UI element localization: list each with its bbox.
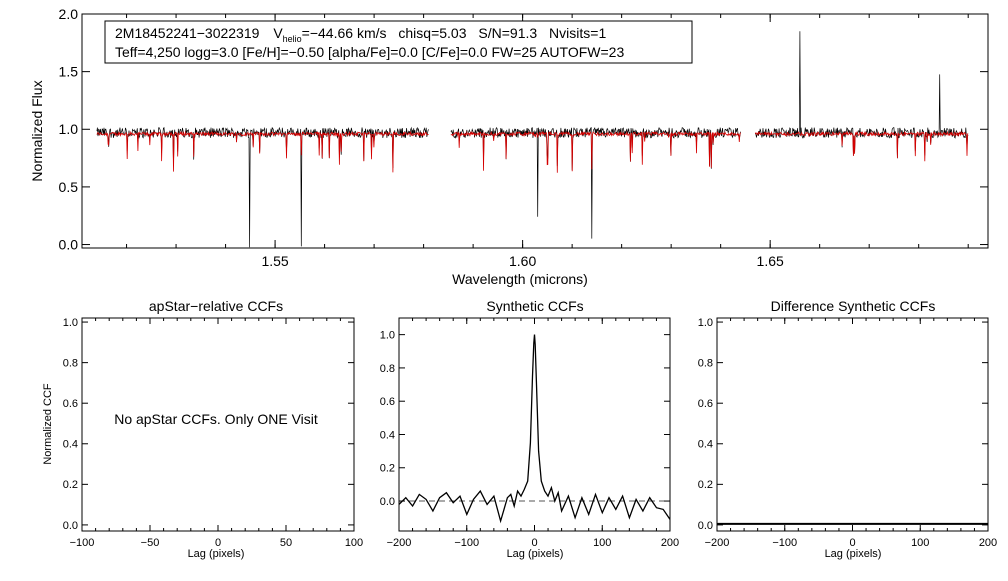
x-tick-label: 200 (661, 537, 679, 549)
y-tick-label: 0.0 (63, 520, 78, 532)
synthetic-y-ticks: 0.0 0.2 0.4 0.6 0.8 1.0 (380, 329, 670, 508)
apstar-x-axis-label: Lag (pixels) (188, 548, 245, 560)
y-tick-label: 0.0 (380, 496, 395, 508)
x-tick-label: −200 (705, 537, 730, 549)
x-tick-label: −200 (387, 537, 412, 549)
x-tick-label: −100 (454, 537, 479, 549)
ccf-y-axis-label: Normalized CCF (42, 383, 54, 465)
difference-plot-frame (716, 317, 989, 532)
y-tick-label: 0.2 (698, 479, 713, 491)
annotation-line-1: 2M18452241−3022319 Vhelio=−44.66 km/s ch… (115, 25, 606, 44)
spectrum-plot-frame (81, 13, 989, 249)
spectrum-panel: 1.55 1.60 1.65 0.0 0.5 1.0 1.5 2.0 Wavelength … (29, 6, 989, 287)
apstar-y-ticks: 0.0 0.2 0.4 0.6 0.8 1.0 (63, 317, 354, 532)
annotation-line-2: Teff=4,250 logg=3.0 [Fe/H]=−0.50 [alpha/… (115, 44, 624, 60)
observed-spectrum-series (96, 31, 969, 248)
observed-spectrum-chip-line (96, 126, 429, 248)
y-tick-label: 0.8 (380, 363, 395, 375)
y-tick-label: 1.0 (59, 121, 79, 137)
y-tick-label: 2.0 (59, 6, 79, 22)
x-tick-label: 100 (911, 537, 929, 549)
synthetic-x-ticks: −200 −100 0 100 200 (387, 318, 679, 549)
x-tick-label: 200 (979, 537, 997, 549)
x-tick-label: −100 (70, 537, 95, 549)
synthetic-panel-title: Synthetic CCFs (486, 298, 583, 314)
spectrum-x-ticks: 1.55 1.60 1.65 (126, 14, 969, 269)
difference-x-axis-label: Lag (pixels) (825, 548, 882, 560)
y-tick-label: 0.8 (698, 357, 713, 369)
y-tick-label: 0.6 (380, 396, 395, 408)
model-spectrum-chip-line (450, 130, 741, 173)
y-tick-label: 1.0 (63, 317, 78, 329)
difference-panel-title: Difference Synthetic CCFs (771, 298, 936, 314)
y-tick-label: 0.0 (698, 520, 713, 532)
y-tick-label: 0.5 (59, 179, 79, 195)
spectrum-y-ticks: 0.0 0.5 1.0 1.5 2.0 (59, 6, 988, 252)
model-spectrum-chip-line (96, 130, 429, 173)
y-tick-label: 1.5 (59, 64, 79, 80)
difference-ccf-panel: Difference Synthetic CCFs −200 −100 0 100 20… (698, 298, 997, 560)
annotation-vhelio-value: =−44.66 km/s (302, 25, 387, 41)
annotation-vhelio-label: V (273, 25, 283, 41)
x-tick-label: 100 (593, 537, 611, 549)
model-spectrum-series (96, 130, 969, 173)
apstar-ccf-panel: apStar−relative CCFs −100 −50 0 50 100 0.00.… (42, 298, 363, 560)
x-tick-label: 1.65 (757, 253, 784, 269)
x-tick-label: 0 (531, 537, 537, 549)
y-tick-label: 0.4 (380, 429, 395, 441)
y-tick-label: 0.2 (63, 479, 78, 491)
annotation-nvisits: Nvisits=1 (549, 25, 606, 41)
observed-spectrum-chip-line (754, 31, 969, 159)
spectrum-y-axis-label: Normalized Flux (29, 80, 45, 181)
annotation-vhelio-subscript: helio (283, 34, 302, 44)
apstar-no-data-message: No apStar CCFs. Only ONE Visit (114, 411, 318, 427)
spectrum-x-axis-label: Wavelength (microns) (452, 271, 588, 287)
y-tick-label: 0.8 (63, 357, 78, 369)
synthetic-plot-frame (398, 317, 671, 532)
y-tick-label: 0.4 (63, 439, 78, 451)
y-tick-label: 0.6 (698, 398, 713, 410)
synthetic-ccf-curve (398, 334, 671, 524)
apstar-x-ticks: −100 −50 0 50 100 (70, 318, 363, 549)
difference-y-ticks: 0.0 0.2 0.4 0.6 0.8 1.0 (698, 317, 988, 532)
annotation-snr: S/N=91.3 (478, 25, 537, 41)
annotation-chisq: chisq=5.03 (398, 25, 466, 41)
x-tick-label: 1.60 (509, 253, 536, 269)
x-tick-label: 0 (215, 537, 221, 549)
x-tick-label: 100 (345, 537, 363, 549)
y-tick-label: 0.6 (63, 398, 78, 410)
spectrum-annotation-box (104, 20, 693, 64)
y-tick-label: 1.0 (698, 317, 713, 329)
x-tick-label: −100 (772, 537, 797, 549)
y-tick-label: 0.4 (698, 439, 713, 451)
apstar-panel-title: apStar−relative CCFs (149, 298, 283, 314)
synthetic-x-axis-label: Lag (pixels) (507, 548, 564, 560)
y-tick-label: 0.0 (59, 236, 79, 252)
annotation-star-id: 2M18452241−3022319 (115, 25, 260, 41)
y-tick-label: 1.0 (380, 329, 395, 341)
model-spectrum-chip-line (754, 130, 969, 162)
y-tick-label: 0.2 (380, 463, 395, 475)
x-tick-label: −50 (141, 537, 160, 549)
synthetic-ccf-panel: Synthetic CCFs −200 −100 0 100 200 0.0 0.2 0.4… (380, 298, 679, 560)
x-tick-label: 0 (849, 537, 855, 549)
difference-x-ticks: −200 −100 0 100 200 (705, 318, 997, 549)
x-tick-label: 50 (280, 537, 292, 549)
x-tick-label: 1.55 (261, 253, 288, 269)
